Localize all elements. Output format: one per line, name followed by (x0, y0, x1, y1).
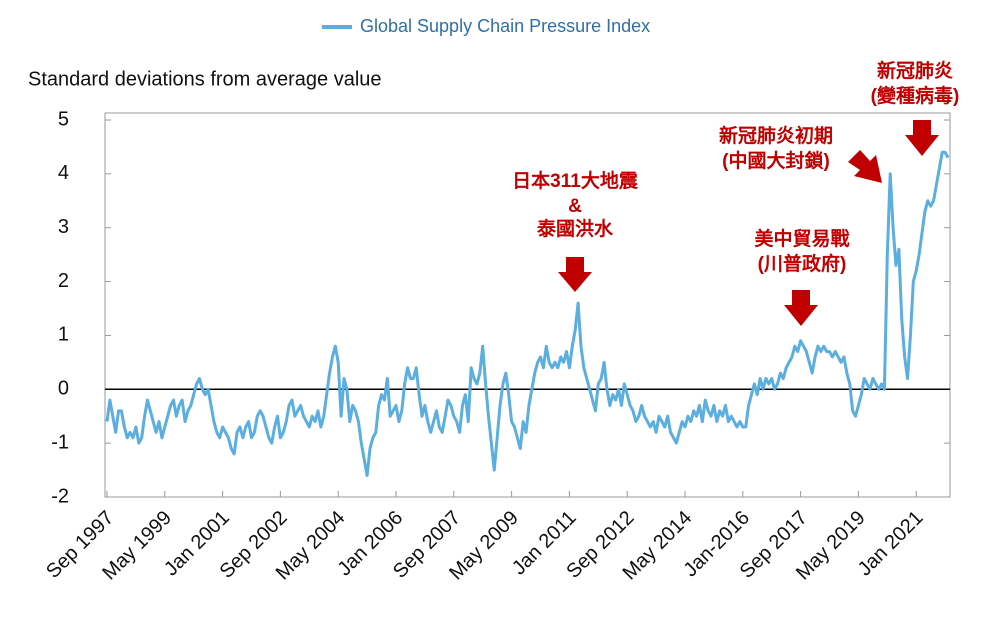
arrow (558, 257, 592, 292)
y-tick-label: 2 (58, 270, 69, 292)
y-axis-label: Standard deviations from average value (28, 68, 382, 90)
y-tick-label: 5 (58, 108, 69, 130)
annotation: (變種病毒) (871, 84, 960, 107)
annotation: (川普政府) (758, 252, 847, 275)
data-line (105, 150, 950, 477)
y-tick-label: -1 (51, 431, 69, 453)
arrow (784, 290, 818, 326)
plot-frame (104, 112, 951, 498)
y-tick-label: 4 (58, 162, 69, 184)
y-tick-label: 0 (58, 378, 69, 400)
arrow (848, 150, 882, 183)
annotations: 日本311大地震 & 泰國洪水 美中貿易戰 (川普政府) 新冠肺炎初期 (中國大… (512, 59, 959, 326)
annotation: & (568, 196, 582, 217)
arrow (905, 120, 939, 156)
y-tick-label: -2 (51, 485, 69, 507)
annotation: 美中貿易戰 (754, 227, 849, 250)
annotation: 新冠肺炎 (877, 59, 953, 82)
annotation: 泰國洪水 (536, 217, 614, 240)
annotation: 日本311大地震 (512, 169, 639, 192)
legend-label: Global Supply Chain Pressure Index (360, 16, 650, 36)
annotation: 新冠肺炎初期 (719, 124, 833, 147)
y-tick-label: 1 (58, 324, 69, 346)
y-tick-label: 3 (58, 216, 69, 238)
annotation: (中國大封鎖) (722, 149, 830, 172)
